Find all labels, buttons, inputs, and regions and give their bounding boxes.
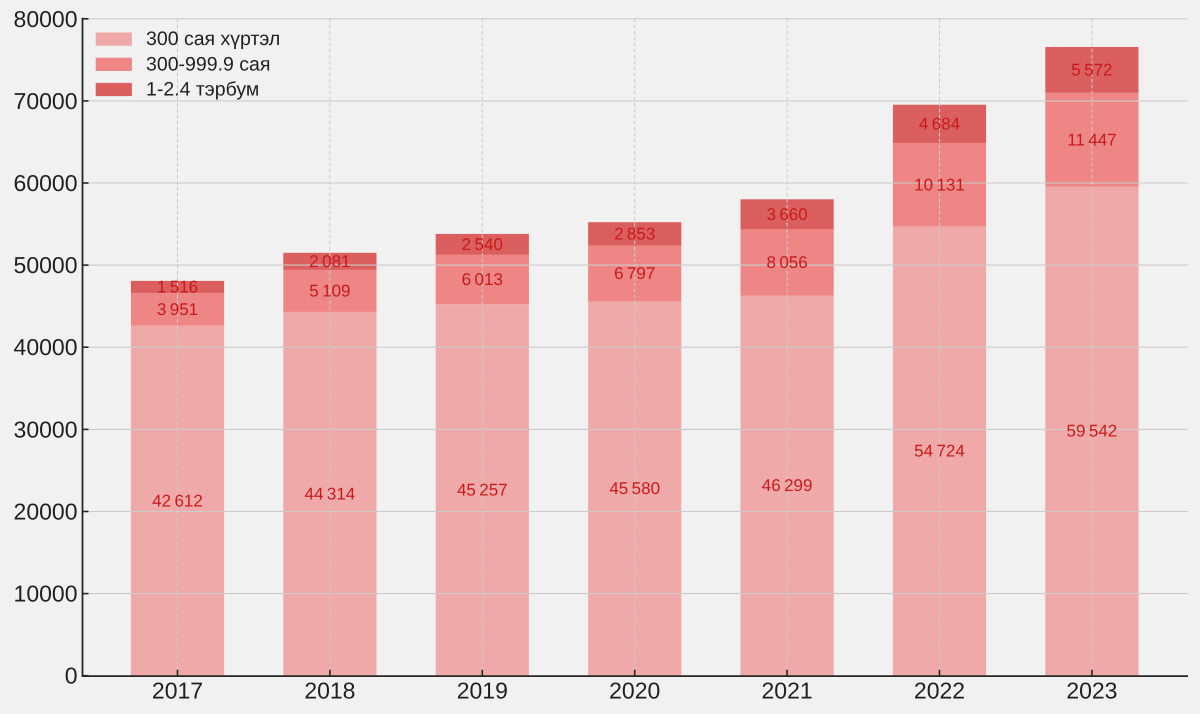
svg-text:11 447: 11 447 bbox=[1067, 130, 1116, 149]
svg-text:1 516: 1 516 bbox=[157, 278, 198, 297]
svg-text:45 257: 45 257 bbox=[457, 480, 508, 499]
svg-text:6 013: 6 013 bbox=[462, 270, 503, 289]
svg-text:50000: 50000 bbox=[14, 252, 78, 278]
svg-text:2021: 2021 bbox=[762, 678, 813, 704]
svg-text:30000: 30000 bbox=[14, 416, 78, 442]
svg-text:2 853: 2 853 bbox=[614, 224, 655, 243]
svg-text:3 951: 3 951 bbox=[157, 300, 198, 319]
svg-text:40000: 40000 bbox=[14, 334, 78, 360]
svg-text:8 056: 8 056 bbox=[766, 253, 807, 272]
svg-text:5 109: 5 109 bbox=[309, 281, 350, 300]
svg-text:2019: 2019 bbox=[457, 678, 508, 704]
svg-text:45 580: 45 580 bbox=[609, 479, 660, 498]
svg-text:46 299: 46 299 bbox=[762, 476, 813, 495]
svg-text:4 684: 4 684 bbox=[919, 114, 960, 133]
svg-text:300 сая хүртэл: 300 сая хүртэл bbox=[146, 28, 280, 50]
svg-text:10 131: 10 131 bbox=[914, 175, 965, 194]
svg-text:2022: 2022 bbox=[914, 678, 965, 704]
svg-text:300-999.9 сая: 300-999.9 сая bbox=[146, 53, 270, 75]
svg-text:5 572: 5 572 bbox=[1071, 60, 1112, 79]
svg-text:70000: 70000 bbox=[14, 88, 78, 114]
svg-text:6 797: 6 797 bbox=[614, 264, 655, 283]
svg-text:80000: 80000 bbox=[14, 6, 78, 32]
svg-text:0: 0 bbox=[65, 663, 78, 689]
svg-text:1-2.4 тэрбум: 1-2.4 тэрбум bbox=[146, 79, 259, 101]
svg-text:2 081: 2 081 bbox=[309, 252, 350, 271]
svg-text:2023: 2023 bbox=[1066, 678, 1117, 704]
svg-text:2017: 2017 bbox=[152, 678, 203, 704]
svg-text:2018: 2018 bbox=[304, 678, 355, 704]
svg-text:3 660: 3 660 bbox=[766, 205, 807, 224]
svg-text:10000: 10000 bbox=[14, 581, 78, 607]
svg-text:54 724: 54 724 bbox=[914, 442, 965, 461]
svg-text:59 542: 59 542 bbox=[1067, 422, 1118, 441]
svg-text:44 314: 44 314 bbox=[305, 484, 356, 503]
svg-text:20000: 20000 bbox=[14, 499, 78, 525]
svg-text:2 540: 2 540 bbox=[462, 235, 503, 254]
svg-text:60000: 60000 bbox=[14, 170, 78, 196]
svg-text:42 612: 42 612 bbox=[152, 491, 203, 510]
svg-text:2020: 2020 bbox=[609, 678, 660, 704]
